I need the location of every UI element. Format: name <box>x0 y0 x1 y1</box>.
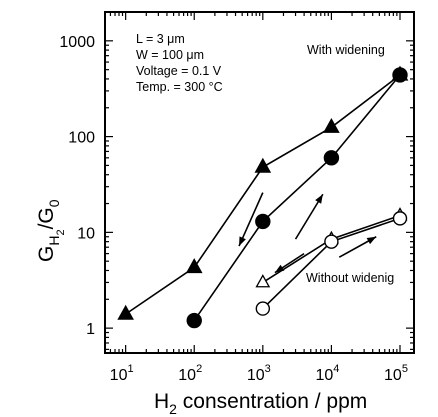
series-0-point-2 <box>254 157 272 173</box>
arrow-shaft-0 <box>238 192 264 247</box>
y-tick-label-0: 1 <box>86 321 95 338</box>
x-axis-label: H2 consentration / ppm <box>154 390 367 417</box>
x-tick-label-4: 105 <box>384 363 408 384</box>
y-axis-label-base: G <box>35 246 58 262</box>
y-axis-label-sub1: H <box>46 236 62 246</box>
arrow-head-0 <box>239 236 246 247</box>
series-1-point-3 <box>392 67 408 83</box>
series-0-point-3 <box>323 117 340 133</box>
x-axis-label-rest: consentration / ppm <box>177 390 367 413</box>
y-axis-label: GH2/G0 <box>35 199 67 262</box>
arrow-head-3 <box>366 236 377 245</box>
annotation-with-widening: With widening <box>307 43 385 57</box>
y-tick-label-2: 100 <box>68 130 95 147</box>
series-1-point-1 <box>255 213 271 230</box>
condition-temperature: Temp. = 300 °C <box>136 80 223 94</box>
x-axis-label-sub: 2 <box>169 401 177 417</box>
series-line-1 <box>193 74 401 322</box>
y-axis-label-sub3: 0 <box>46 199 62 207</box>
y-axis-label-sub2: 2 <box>55 229 67 235</box>
series-3-point-0 <box>255 301 271 316</box>
series-0-point-0 <box>117 304 134 320</box>
arrow-head-2 <box>274 264 285 273</box>
arrow-head-1 <box>315 194 323 204</box>
x-tick-exponent: 4 <box>333 363 339 375</box>
series-2-point-0 <box>255 274 271 288</box>
x-tick-base: 10 <box>110 367 128 384</box>
x-axis-label-base: H <box>154 390 169 413</box>
condition-length: L = 3 μm <box>136 32 185 46</box>
series-3-point-1 <box>324 234 339 249</box>
series-3-point-2 <box>392 211 408 226</box>
x-tick-base: 10 <box>178 367 196 384</box>
y-axis-label-rest: /G <box>35 207 58 229</box>
x-tick-exponent: 2 <box>196 363 202 375</box>
x-tick-exponent: 3 <box>265 363 271 375</box>
x-tick-exponent: 1 <box>127 363 133 375</box>
series-0-point-1 <box>185 258 203 274</box>
x-tick-base: 10 <box>384 367 402 384</box>
series-1-point-2 <box>323 150 340 166</box>
x-tick-label-2: 103 <box>247 363 271 384</box>
condition-width: W = 100 μm <box>136 48 204 62</box>
series-1-point-0 <box>186 312 202 329</box>
x-tick-base: 10 <box>315 367 333 384</box>
y-tick-label-1: 10 <box>77 225 95 242</box>
x-tick-exponent: 5 <box>402 363 408 375</box>
x-tick-label-1: 102 <box>178 363 202 384</box>
x-tick-base: 10 <box>247 367 265 384</box>
annotation-without-widening: Without widenig <box>306 271 394 285</box>
y-tick-label-3: 1000 <box>59 34 95 51</box>
x-tick-label-0: 101 <box>110 363 134 384</box>
condition-voltage: Voltage = 0.1 V <box>136 64 222 78</box>
x-tick-label-3: 104 <box>315 363 339 384</box>
